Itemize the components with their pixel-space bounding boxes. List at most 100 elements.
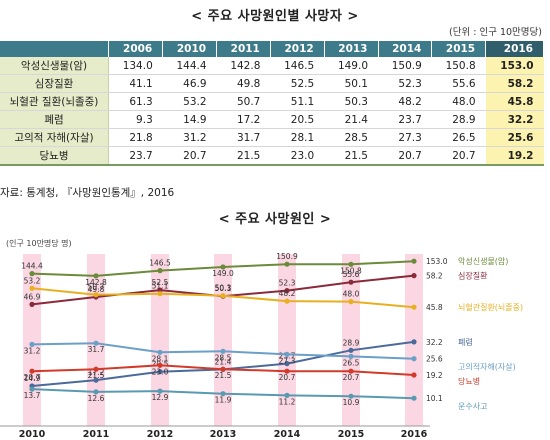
- data-point: [157, 362, 163, 368]
- series-name-label: 당뇨병: [458, 376, 480, 386]
- row-label: 고의적 자해(자살): [0, 128, 109, 147]
- data-label: 21.4: [215, 357, 232, 366]
- table-row: 뇌혈관 질환(뇌졸중) 61.3 53.2 50.7 51.1 50.3 48.…: [0, 92, 544, 111]
- data-point: [411, 258, 417, 264]
- x-tick-label: 2010: [19, 429, 46, 440]
- data-label: 17.2: [88, 368, 105, 377]
- table-cell: 31.7: [216, 128, 271, 147]
- data-point: [411, 372, 417, 378]
- table-cell: 14.9: [162, 110, 217, 129]
- data-point: [93, 389, 99, 395]
- table-cell: 48.0: [431, 92, 486, 111]
- table-cell-highlight: 45.8: [485, 92, 544, 111]
- table-cell: 150.8: [431, 57, 486, 75]
- data-label: 25.6: [426, 355, 443, 364]
- table-cell: 55.6: [431, 74, 486, 93]
- data-label: 32.2: [426, 338, 443, 347]
- data-label: 153.0: [426, 257, 448, 266]
- data-label: 55.6: [343, 270, 360, 279]
- data-label: 50.7: [88, 283, 105, 292]
- data-point: [284, 361, 290, 367]
- line-chart: (인구 10만명당 명) 2010 2011 2012 2013 2014 2015 2016…: [0, 238, 523, 440]
- row-label: 뇌혈관 질환(뇌졸중): [0, 92, 109, 111]
- year-header: 2015: [431, 41, 487, 57]
- data-point: [411, 395, 417, 401]
- table-cell: 26.5: [431, 128, 486, 147]
- year-column-band: [23, 254, 41, 426]
- year-header: 2014: [378, 41, 433, 57]
- data-label: 21.5: [88, 371, 105, 380]
- data-label: 46.9: [24, 292, 41, 301]
- table-cell: 28.5: [324, 128, 378, 147]
- data-point: [348, 393, 354, 399]
- data-label: 12.9: [152, 393, 169, 402]
- x-tick-label: 2012: [147, 429, 173, 440]
- data-label: 10.9: [343, 398, 360, 407]
- table-cell: 61.3: [108, 92, 163, 111]
- table-cell: 21.5: [216, 146, 271, 166]
- data-point: [93, 366, 99, 372]
- table-cell: 21.5: [324, 146, 378, 166]
- data-label: 20.7: [279, 373, 296, 382]
- data-point: [93, 340, 99, 346]
- year-column-band: [151, 254, 169, 426]
- data-label: 53.2: [24, 276, 41, 285]
- data-point: [411, 273, 417, 279]
- data-point: [348, 261, 354, 267]
- series-name-label: 고의적자해(자살): [458, 362, 516, 372]
- data-point: [348, 368, 354, 374]
- table-cell: 53.2: [162, 92, 217, 111]
- table-cell: 149.0: [324, 57, 378, 75]
- table-cell: 146.5: [270, 57, 325, 75]
- data-point: [348, 279, 354, 285]
- x-tick-label: 2014: [274, 429, 301, 440]
- data-point: [348, 347, 354, 353]
- data-point: [284, 368, 290, 374]
- data-point: [284, 288, 290, 294]
- x-tick-label: 2013: [210, 429, 236, 440]
- table-title: < 주요 사망원인별 사망자 >: [191, 9, 359, 24]
- data-label: 149.0: [212, 269, 234, 278]
- series-name-label: 폐렴: [458, 337, 473, 347]
- table-cell: 46.9: [162, 74, 217, 93]
- table-cell: 21.4: [324, 110, 378, 129]
- data-point: [157, 369, 163, 375]
- table-cell: 20.7: [431, 146, 486, 166]
- data-label: 150.9: [276, 252, 298, 261]
- data-label: 26.5: [343, 358, 360, 367]
- row-label: 당뇨병: [0, 146, 109, 166]
- data-point: [411, 339, 417, 345]
- data-point: [220, 348, 226, 354]
- data-point: [93, 273, 99, 279]
- table-cell-highlight: 19.2: [485, 146, 544, 166]
- table-cell: 31.2: [162, 128, 217, 147]
- data-point: [29, 301, 35, 307]
- table-cell: 51.1: [270, 92, 325, 111]
- table-cell: 27.3: [378, 128, 432, 147]
- row-label: 악성신생물(암): [0, 57, 109, 75]
- data-label: 13.7: [24, 391, 41, 400]
- table-cell-highlight: 32.2: [485, 110, 544, 129]
- data-point: [157, 388, 163, 394]
- data-label: 142.8: [85, 278, 107, 287]
- unit-label: (단위 : 인구 10만명당): [449, 27, 542, 38]
- data-point: [29, 271, 35, 277]
- row-label: 심장질환: [0, 74, 109, 93]
- series-name-label: 악성신생물(암): [458, 256, 508, 266]
- x-tick-label: 2011: [83, 429, 109, 440]
- data-label: 12.6: [88, 394, 105, 403]
- data-label: 144.4: [21, 262, 43, 271]
- data-label: 10.1: [426, 394, 443, 403]
- data-point: [284, 351, 290, 357]
- data-point: [157, 268, 163, 274]
- data-label: 150.8: [340, 266, 362, 275]
- data-label: 20.7: [343, 373, 360, 382]
- table-cell: 23.7: [108, 146, 163, 166]
- data-label: 45.8: [426, 303, 443, 312]
- data-point: [284, 261, 290, 267]
- data-point: [29, 341, 35, 347]
- x-tick-label: 2016: [401, 429, 428, 440]
- table-cell: 48.2: [378, 92, 432, 111]
- table-cell: 144.4: [162, 57, 217, 75]
- table-row: 악성신생물(암) 134.0 144.4 142.8 146.5 149.0 1…: [0, 57, 544, 75]
